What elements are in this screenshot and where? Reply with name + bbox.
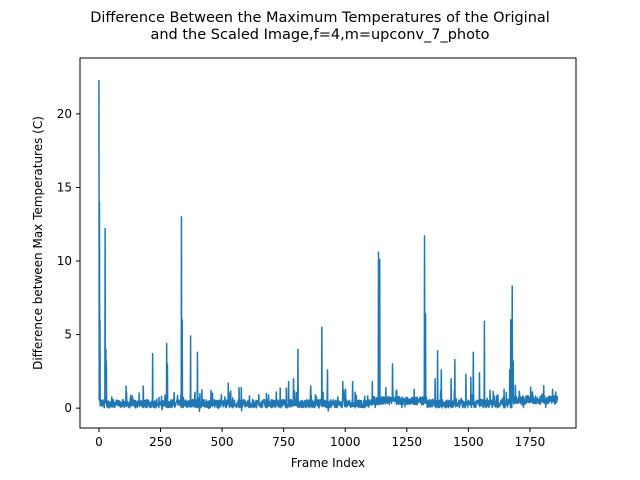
x-axis-label: Frame Index (291, 456, 365, 470)
y-tick-label: 15 (57, 180, 72, 194)
x-tick-label: 1250 (392, 435, 423, 449)
x-axis: 0 250 500 750 1000 1250 1500 1750 (95, 428, 545, 449)
x-tick-label: 0 (95, 435, 103, 449)
y-tick-label: 10 (57, 254, 72, 268)
x-tick-label: 500 (211, 435, 234, 449)
y-tick-label: 0 (64, 401, 72, 415)
series-line (98, 80, 559, 413)
chart-title-line-2: and the Scaled Image,f=4,m=upconv_7_phot… (150, 27, 489, 43)
plot-frame (79, 57, 577, 429)
plot-area (98, 80, 559, 413)
x-tick-label: 1000 (330, 435, 361, 449)
y-axis-label: Difference between Max Temperatures (C) (31, 116, 45, 370)
y-axis: 0 5 10 15 20 (57, 107, 80, 415)
x-tick-label: 1750 (515, 435, 546, 449)
x-tick-label: 250 (149, 435, 172, 449)
y-tick-label: 20 (57, 107, 72, 121)
chart-title-line-1: Difference Between the Maximum Temperatu… (90, 10, 550, 26)
y-tick-label: 5 (64, 328, 72, 342)
x-tick-label: 750 (272, 435, 295, 449)
x-tick-label: 1500 (453, 435, 484, 449)
